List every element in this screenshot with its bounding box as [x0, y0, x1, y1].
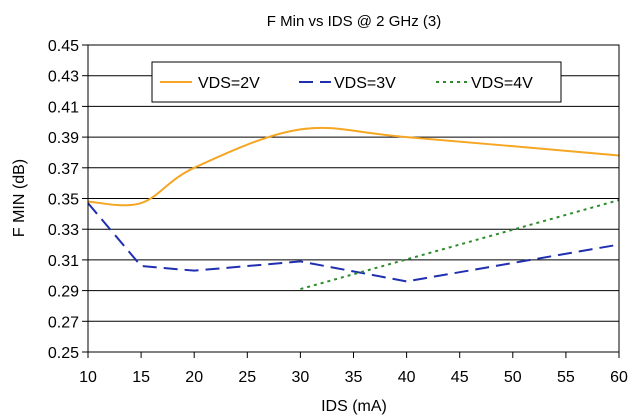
series-lines	[87, 126, 620, 291]
x-tick-label: 30	[292, 369, 310, 386]
series-line-vds-4v	[300, 199, 620, 291]
y-axis-title: F MIN (dB)	[11, 159, 28, 237]
y-tick-label: 0.33	[48, 222, 79, 239]
legend-label: VDS=4V	[471, 75, 533, 92]
y-tick-label: 0.37	[48, 161, 79, 178]
x-tick-label: 60	[610, 369, 628, 386]
x-tick-label: 40	[398, 369, 416, 386]
legend-label: VDS=3V	[334, 75, 396, 92]
legend-label: VDS=2V	[198, 75, 260, 92]
x-tick-label: 25	[238, 369, 256, 386]
y-tick-label: 0.25	[48, 345, 79, 362]
x-tick-label: 35	[345, 369, 363, 386]
y-axis-ticks: 0.25 0.27 0.29 0.31 0.33 0.35 0.37 0.39 0.41 0.43…	[48, 38, 88, 362]
x-tick-label: 45	[451, 369, 469, 386]
chart-title: F Min vs IDS @ 2 GHz (3)	[267, 13, 441, 30]
legend-box	[151, 61, 562, 103]
y-tick-label: 0.43	[48, 69, 79, 86]
x-tick-label: 55	[557, 369, 575, 386]
y-tick-label: 0.29	[48, 284, 79, 301]
x-tick-label: 50	[504, 369, 522, 386]
y-tick-label: 0.35	[48, 192, 79, 209]
series-line-vds-2v	[87, 126, 620, 207]
y-tick-label: 0.45	[48, 38, 79, 55]
x-tick-label: 20	[185, 369, 203, 386]
x-tick-label: 10	[79, 369, 97, 386]
x-axis-ticks: 10 15 20 25 30 35 40 45 50 55 60	[79, 352, 628, 386]
series-line-vds-3v	[87, 202, 620, 283]
legend: VDS=2V VDS=3V VDS=4V	[151, 61, 562, 103]
y-tick-label: 0.27	[48, 314, 79, 331]
x-tick-label: 15	[132, 369, 150, 386]
x-axis-title: IDS (mA)	[321, 398, 387, 415]
gridlines	[88, 75, 619, 322]
y-tick-label: 0.39	[48, 130, 79, 147]
y-tick-label: 0.41	[48, 99, 79, 116]
y-tick-label: 0.31	[48, 253, 79, 270]
